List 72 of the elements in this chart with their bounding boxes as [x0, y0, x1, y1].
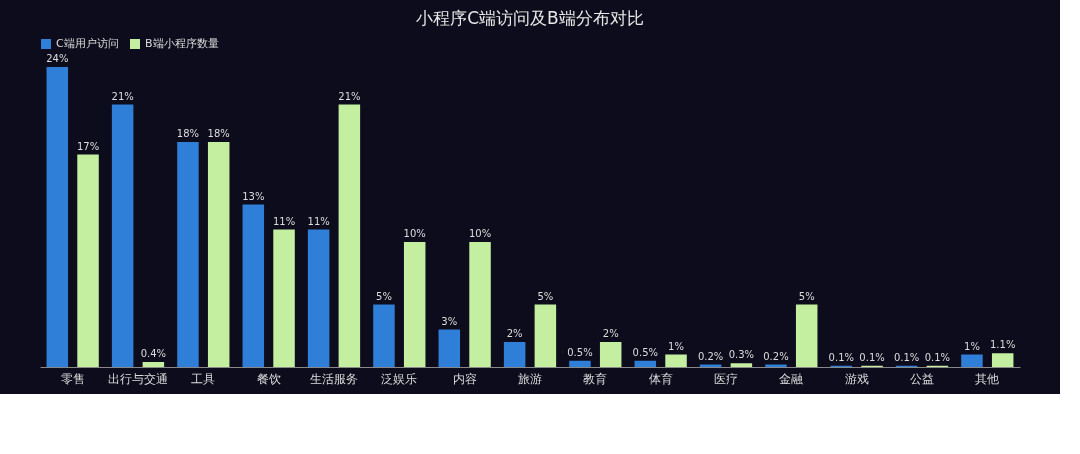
data-label: 0.1% [893, 351, 920, 363]
x-tick-label: 生活服务 [310, 371, 358, 386]
x-tick-label: 泛娱乐 [381, 371, 418, 386]
data-label: 0.1% [828, 351, 854, 363]
x-tick-label: 教育 [583, 371, 608, 386]
data-label: 2% [602, 328, 619, 339]
data-label: 1.1% [990, 339, 1016, 351]
data-label: 0.1% [924, 351, 951, 363]
data-label: 1% [668, 340, 684, 352]
x-tick-label: 医疗 [714, 371, 738, 386]
data-label: 1% [964, 340, 980, 352]
bar [77, 154, 99, 367]
bar [665, 354, 687, 367]
data-label: 0.1% [859, 351, 885, 363]
x-tick-label: 旅游 [518, 371, 542, 386]
data-label: 11% [307, 215, 330, 227]
data-label: 10% [468, 228, 492, 239]
bar [307, 229, 330, 367]
x-tick-label: 出行与交通 [108, 371, 168, 386]
bar [469, 242, 491, 367]
chart-title: 小程序C端访问及B端分布对比 [416, 8, 644, 28]
data-label: 2% [506, 328, 523, 339]
x-tick-label: 其他 [975, 371, 1000, 386]
bar [569, 360, 591, 367]
legend-label: C端用户访问 [56, 37, 119, 50]
x-tick-label: 体育 [648, 371, 673, 386]
bar [438, 329, 461, 367]
bar [273, 229, 295, 367]
data-label: 5% [537, 290, 554, 302]
data-label: 11% [272, 215, 296, 227]
data-label: 21% [338, 90, 361, 102]
bar [730, 363, 753, 367]
bar [795, 304, 818, 367]
data-label: 18% [207, 128, 230, 139]
bar [207, 142, 230, 367]
bar [403, 242, 426, 367]
data-label: 5% [376, 290, 392, 302]
bar [634, 360, 657, 367]
x-tick-label: 餐饮 [256, 371, 281, 386]
x-tick-label: 零售 [60, 371, 85, 386]
bar [177, 142, 199, 367]
bar [373, 304, 395, 367]
data-label: 5% [798, 290, 815, 302]
bar [961, 354, 983, 367]
bar [46, 67, 69, 367]
bar [503, 342, 526, 367]
data-label: 0.3% [728, 349, 755, 361]
data-label: 0.5% [567, 346, 593, 358]
data-label: 21% [111, 90, 134, 102]
data-label: 13% [242, 190, 265, 202]
bar [991, 353, 1014, 367]
data-label: 17% [76, 140, 100, 152]
legend-label: B端小程序数量 [145, 37, 219, 50]
bar [111, 104, 134, 367]
bar [599, 342, 622, 367]
data-label: 18% [176, 128, 200, 139]
data-label: 0.2% [763, 350, 789, 362]
data-label: 24% [46, 53, 69, 64]
data-label: 10% [403, 228, 426, 239]
bar [242, 204, 265, 367]
bar [338, 104, 361, 367]
bar [534, 304, 557, 367]
x-tick-label: 金融 [779, 371, 804, 386]
data-label: 0.5% [632, 346, 658, 358]
data-label: 3% [441, 315, 458, 327]
bar [142, 362, 165, 367]
data-label: 0.4% [140, 348, 167, 359]
x-tick-label: 游戏 [844, 371, 869, 386]
x-tick-label: 工具 [191, 371, 216, 386]
x-tick-label: 内容 [452, 371, 477, 386]
x-tick-label: 公益 [910, 371, 934, 386]
data-label: 0.2% [697, 350, 724, 362]
